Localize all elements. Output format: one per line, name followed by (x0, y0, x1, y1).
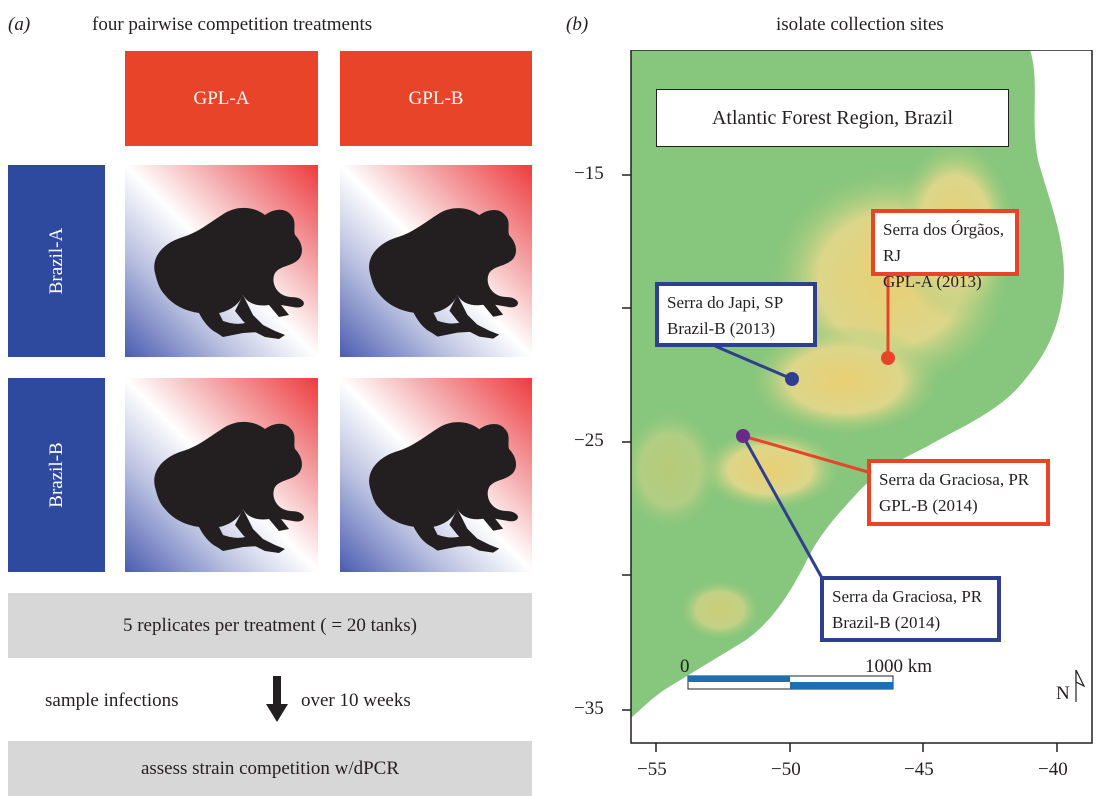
site-map (622, 50, 1093, 752)
y-tick-label: −25 (574, 430, 604, 451)
callout-serra-dos-orgaos: Serra dos Órgãos, RJ GPL-A (2013) (871, 209, 1019, 291)
frog-icon (125, 165, 318, 357)
column-header-gpl-b: GPL-B (340, 51, 532, 146)
north-arrow-icon (1075, 669, 1086, 702)
scale-start-label: 0 (680, 656, 690, 677)
x-tick-label: −45 (904, 759, 934, 780)
down-arrow-icon (266, 676, 288, 722)
frog-icon (340, 378, 532, 572)
column-header-gpl-a: GPL-A (125, 51, 318, 146)
site-marker-serra-da-graciosa (736, 429, 750, 443)
treatment-cell-brazil-a-gpl-b (340, 165, 532, 357)
row-header-brazil-a: Brazil-A (8, 165, 105, 357)
x-tick-label: −50 (771, 759, 801, 780)
frog-icon (125, 378, 318, 572)
panel-b-label: (b) (566, 14, 589, 35)
row-header-brazil-b: Brazil-B (8, 378, 105, 572)
treatment-cell-brazil-a-gpl-a (125, 165, 318, 357)
callout-serra-da-graciosa-brazil-b: Serra da Graciosa, PR Brazil-B (2014) (820, 576, 1001, 642)
frog-icon (340, 165, 532, 357)
site-marker-serra-do-japi (785, 372, 799, 386)
sample-infections-label: sample infections (45, 690, 179, 711)
region-title-box: Atlantic Forest Region, Brazil (656, 89, 1009, 147)
panel-a-label: (a) (8, 14, 31, 35)
callout-serra-da-graciosa-gpl-b: Serra da Graciosa, PR GPL-B (2014) (867, 459, 1050, 526)
axis-ticks (622, 174, 1058, 752)
panel-a-title: four pairwise competition treatments (92, 14, 373, 35)
callout-serra-do-japi: Serra do Japi, SP Brazil-B (2013) (655, 282, 817, 347)
site-marker-serra-dos-orgaos (881, 351, 895, 365)
scale-bar (687, 675, 894, 690)
x-tick-label: −55 (637, 759, 667, 780)
north-label: N (1056, 683, 1070, 704)
x-tick-label: −40 (1038, 759, 1068, 780)
treatment-cell-brazil-b-gpl-b (340, 378, 532, 572)
panel-b-title: isolate collection sites (776, 14, 944, 35)
y-tick-label: −15 (574, 163, 604, 184)
scale-end-label: 1000 km (865, 656, 933, 677)
y-tick-label: −35 (574, 698, 604, 719)
over-weeks-label: over 10 weeks (301, 690, 411, 711)
replicates-box: 5 replicates per treatment ( = 20 tanks) (8, 593, 532, 658)
treatment-cell-brazil-b-gpl-a (125, 378, 318, 572)
assess-competition-box: assess strain competition w/dPCR (8, 741, 532, 796)
